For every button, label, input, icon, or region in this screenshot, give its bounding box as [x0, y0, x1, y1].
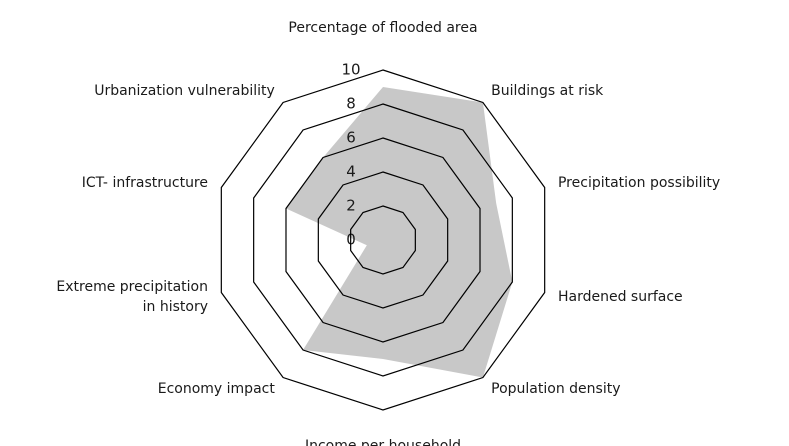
axis-label: Hardened surface [558, 289, 683, 305]
r-tick-label: 10 [341, 61, 360, 79]
axis-label: Economy impact [158, 381, 276, 397]
r-tick-label: 2 [346, 197, 356, 215]
axis-label: Extreme precipitation in history [56, 279, 208, 315]
r-tick-label: 6 [346, 129, 356, 147]
axis-label: Urbanization vulnerability [94, 83, 275, 99]
grid-ring [285, 137, 481, 343]
axis-label: Precipitation possibility [558, 175, 720, 191]
r-tick-label: 4 [346, 163, 356, 181]
axis-label: Population density [491, 381, 620, 397]
grid-ring [317, 171, 449, 309]
grid-ring [220, 69, 546, 411]
r-tick-label: 8 [346, 95, 356, 113]
data-area [285, 87, 513, 378]
axis-label: Percentage of flooded area [288, 20, 477, 36]
axis-label: Income per household [305, 438, 461, 446]
grid-ring [350, 205, 416, 275]
grid-ring [253, 103, 513, 377]
axis-label: ICT- infrastructure [82, 175, 208, 191]
axis-label: Buildings at risk [491, 83, 604, 99]
